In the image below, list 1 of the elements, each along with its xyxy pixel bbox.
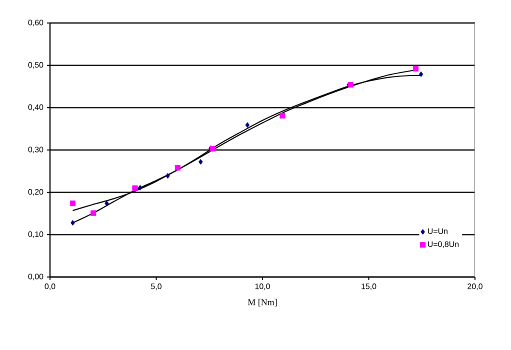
- x-axis-title: M [Nm]: [248, 298, 277, 306]
